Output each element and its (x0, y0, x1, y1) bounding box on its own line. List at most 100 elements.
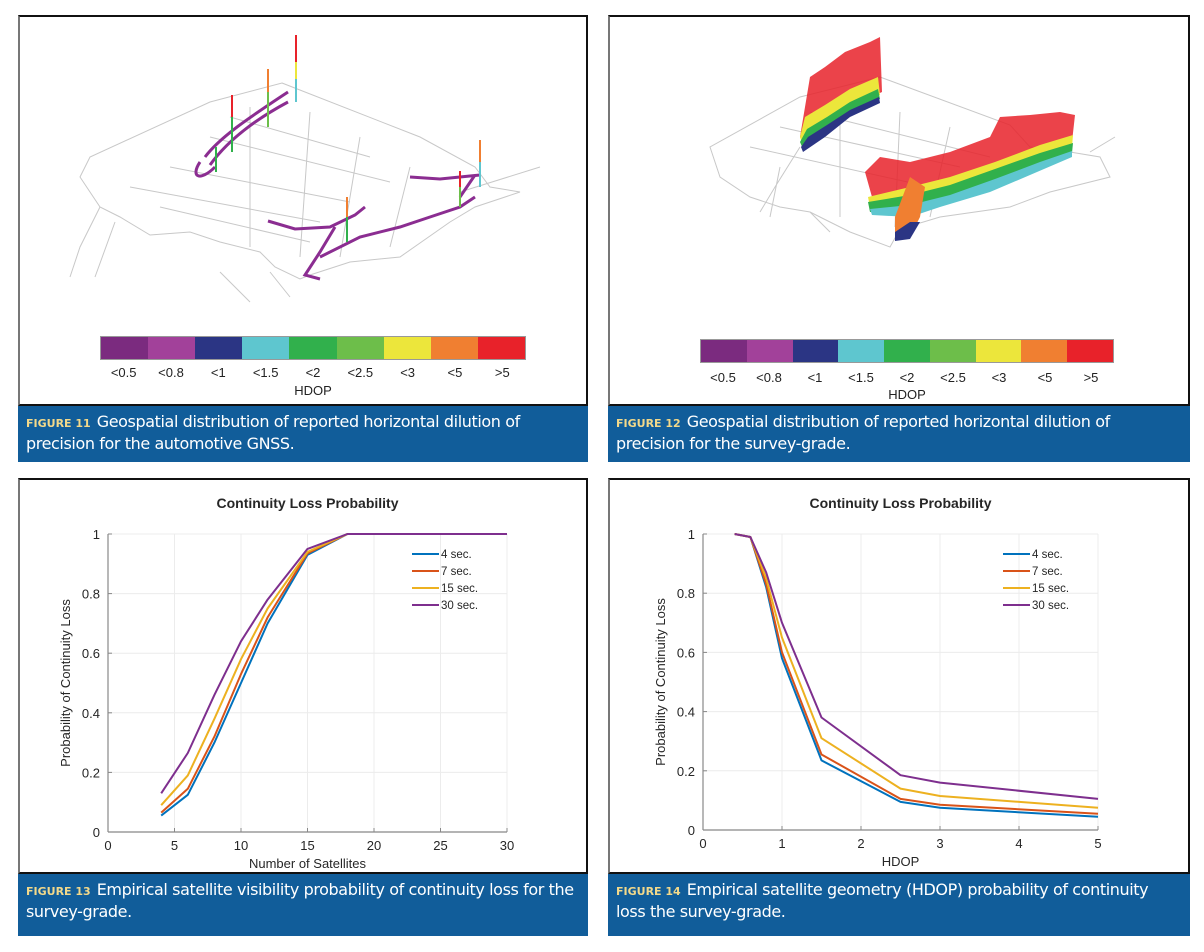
survey-bars-east (865, 112, 1075, 241)
y-tick-label: 0.2 (677, 764, 695, 779)
colorbar-bin (746, 340, 793, 362)
figure-13-panel: 0 5 10 15 20 25 30 0 0.2 0.4 0.6 0.8 1 Continuity Los… (18, 478, 588, 874)
colorbar-bin (792, 340, 839, 362)
hdop-continuity-chart: 0 1 2 3 4 5 0 0.2 0.4 0.6 0.8 1 Continuity Loss Prob… (653, 495, 1102, 869)
caption-text: Geospatial distribution of reported hori… (26, 412, 520, 453)
legend-label: 30 sec. (441, 600, 478, 612)
y-tick-label: 0.2 (82, 765, 100, 780)
legend-label: 7 sec. (1032, 566, 1063, 578)
satellites-continuity-chart: 0 5 10 15 20 25 30 0 0.2 0.4 0.6 0.8 1 Continuity Los… (58, 495, 514, 871)
figure-label: FIGURE 13 (26, 885, 91, 898)
figure-12-caption: FIGURE 12 Geospatial distribution of repo… (608, 406, 1190, 462)
figure-14-caption: FIGURE 14 Empirical satellite geometry (H… (608, 874, 1190, 936)
colorbar-bin (242, 337, 290, 359)
y-tick-label: 0.4 (82, 706, 100, 721)
colorbar-label: <3 (991, 370, 1007, 385)
colorbar-bin (884, 340, 930, 362)
y-tick-label: 1 (93, 527, 100, 542)
colorbar-bin (477, 337, 525, 359)
figure-label: FIGURE 11 (26, 417, 91, 430)
figure-12-panel: <0.5 <0.8 <1 <1.5 <2 <2.5 <3 <5 >5 HDOP (608, 15, 1190, 406)
x-tick-label: 20 (367, 838, 381, 853)
survey-hdop-map (709, 37, 1116, 248)
colorbar-title: HDOP (888, 387, 926, 402)
colorbar-bin (289, 337, 337, 359)
chart-title: Continuity Loss Probability (809, 495, 991, 511)
y-tick-label: 1 (688, 527, 695, 542)
y-tick-label: 0.6 (82, 646, 100, 661)
colorbar-bin (101, 337, 149, 359)
hdop-colorbar (100, 336, 526, 360)
colorbar-bin (336, 337, 384, 359)
y-axis-label: Probability of Continuity Loss (653, 598, 668, 766)
x-tick-label: 4 (1015, 836, 1022, 851)
colorbar-labels: <0.5 <0.8 <1 <1.5 <2 <2.5 <3 <5 >5 (700, 370, 1114, 385)
y-tick-label: 0.8 (677, 586, 695, 601)
y-tick-label: 0.8 (82, 587, 100, 602)
colorbar-label: <2.5 (347, 365, 374, 380)
colorbar-label: <5 (1037, 370, 1053, 385)
hdop-colorbar (700, 339, 1114, 363)
colorbar-label: <2 (305, 365, 321, 380)
y-tick-label: 0.4 (677, 705, 695, 720)
legend-label: 4 sec. (1032, 549, 1063, 561)
colorbar-label: <2.5 (940, 370, 966, 385)
x-tick-label: 0 (699, 836, 706, 851)
x-tick-label: 30 (500, 838, 514, 853)
colorbar-bin (1021, 340, 1068, 362)
colorbar-label: <0.8 (158, 365, 184, 380)
colorbar-label: <0.5 (710, 370, 736, 385)
colorbar-label: <3 (400, 365, 416, 380)
colorbar-bin (383, 337, 431, 359)
colorbar-bin (430, 337, 478, 359)
x-axis-label: Number of Satellites (249, 856, 367, 871)
series-line-30sec (160, 533, 507, 794)
hdop-spikes (215, 35, 481, 242)
colorbar-label: <1.5 (252, 365, 279, 380)
x-tick-label: 15 (300, 838, 314, 853)
colorbar-label: <1 (210, 365, 226, 380)
colorbar-title: HDOP (294, 383, 332, 398)
legend-label: 4 sec. (441, 549, 472, 561)
x-tick-label: 2 (857, 836, 864, 851)
x-tick-label: 10 (234, 838, 248, 853)
colorbar-label: <1.5 (848, 370, 874, 385)
x-tick-label: 5 (1094, 836, 1101, 851)
survey-bars-west (800, 37, 882, 152)
colorbar-bin (975, 340, 1022, 362)
figure-label: FIGURE 14 (616, 885, 681, 898)
series-line-30sec (734, 533, 1099, 800)
x-tick-label: 1 (778, 836, 785, 851)
track-west (194, 90, 289, 178)
colorbar-label: <1 (807, 370, 823, 385)
figure-13-caption: FIGURE 13 Empirical satellite visibility … (18, 874, 588, 936)
track-southeast (267, 173, 481, 281)
figure-14-panel: 0 1 2 3 4 5 0 0.2 0.4 0.6 0.8 1 Continuity Loss Prob… (608, 478, 1190, 874)
colorbar-bin (929, 340, 976, 362)
chart-title: Continuity Loss Probability (216, 495, 398, 511)
x-tick-label: 3 (936, 836, 943, 851)
legend-label: 30 sec. (1032, 600, 1069, 612)
colorbar-bin (838, 340, 885, 362)
x-axis-label: HDOP (882, 854, 920, 869)
y-tick-label: 0.6 (677, 645, 695, 660)
colorbar-label: <2 (899, 370, 915, 385)
colorbar-bin (148, 337, 196, 359)
figure-label: FIGURE 12 (616, 417, 681, 430)
colorbar-label: <0.5 (110, 365, 137, 380)
colorbar-label: <0.8 (756, 370, 782, 385)
colorbar-bin (701, 340, 747, 362)
y-axis-label: Probability of Continuity Loss (58, 599, 73, 767)
colorbar-label: >5 (494, 365, 510, 380)
colorbar-bin (195, 337, 243, 359)
automotive-hdop-map (69, 35, 541, 303)
x-tick-label: 5 (171, 838, 178, 853)
colorbar-label: >5 (1083, 370, 1099, 385)
caption-text: Empirical satellite visibility probabili… (26, 880, 574, 921)
map-outline (79, 82, 521, 280)
legend-label: 15 sec. (441, 583, 478, 595)
x-tick-label: 25 (433, 838, 447, 853)
figure-11-panel: <0.5 <0.8 <1 <1.5 <2 <2.5 <3 <5 >5 HDOP (18, 15, 588, 406)
legend-label: 7 sec. (441, 566, 472, 578)
figure-11-caption: FIGURE 11 Geospatial distribution of repo… (18, 406, 588, 462)
